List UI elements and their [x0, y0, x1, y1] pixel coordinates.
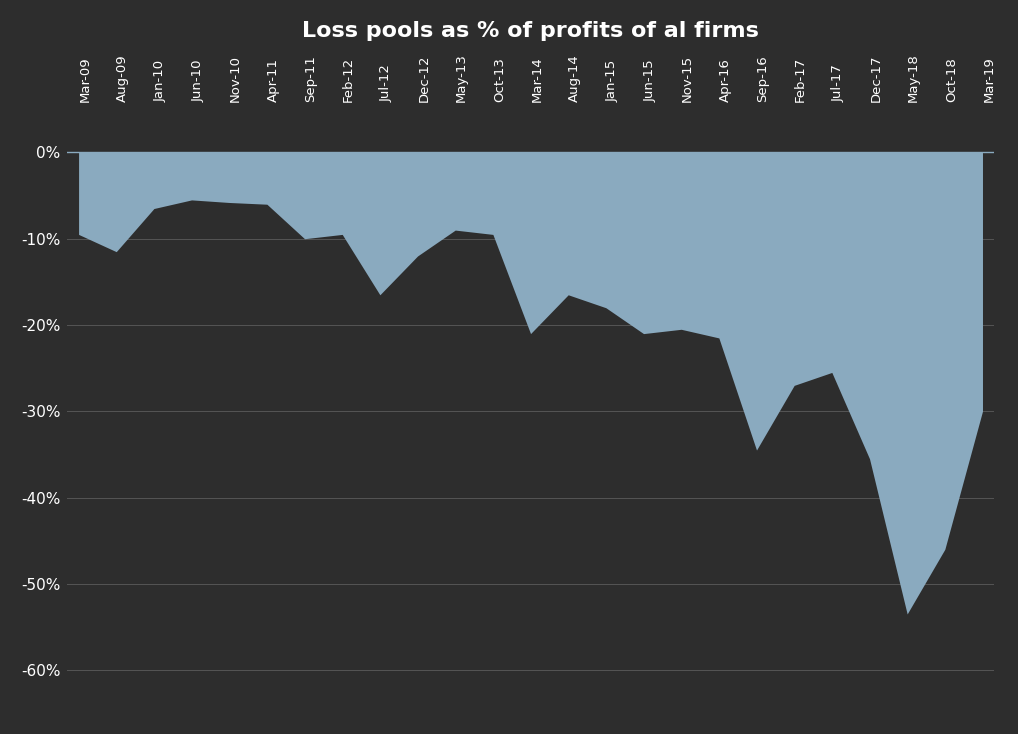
Title: Loss pools as % of profits of al firms: Loss pools as % of profits of al firms	[302, 21, 759, 41]
